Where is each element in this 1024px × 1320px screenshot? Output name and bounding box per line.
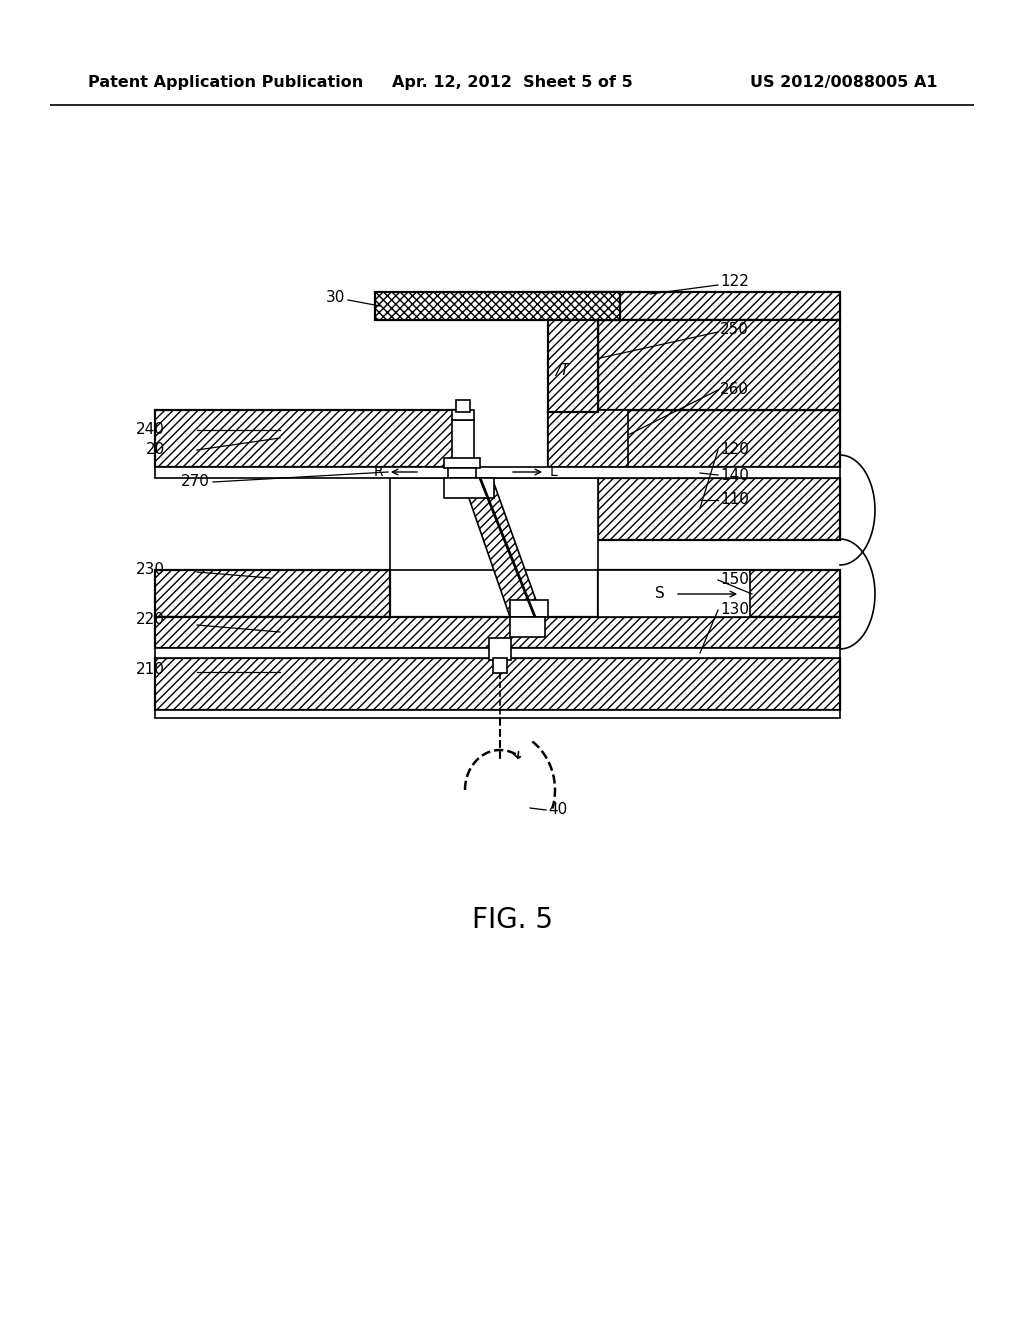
Bar [449, 469, 476, 478]
Text: 122: 122 [720, 275, 749, 289]
Text: L: L [550, 465, 558, 479]
Text: Apr. 12, 2012  Sheet 5 of 5: Apr. 12, 2012 Sheet 5 of 5 [391, 74, 633, 90]
Bar [548, 292, 840, 319]
Text: 220: 220 [136, 612, 165, 627]
Bar [510, 601, 548, 616]
Text: FIG. 5: FIG. 5 [471, 906, 553, 935]
Text: S: S [655, 586, 665, 602]
Bar [155, 570, 390, 616]
Bar [510, 616, 545, 638]
Text: 120: 120 [720, 442, 749, 458]
Bar [452, 420, 474, 459]
Bar [452, 411, 474, 420]
Bar [456, 400, 470, 412]
Bar [155, 411, 455, 467]
Text: 250: 250 [720, 322, 749, 338]
Text: 150: 150 [720, 573, 749, 587]
Text: 30: 30 [326, 290, 345, 305]
Bar [598, 570, 750, 616]
Bar [548, 411, 840, 467]
Text: 110: 110 [720, 492, 749, 507]
Text: 270: 270 [181, 474, 210, 490]
Bar [375, 292, 620, 319]
Bar [155, 616, 840, 648]
Text: 20: 20 [145, 442, 165, 458]
Bar [155, 657, 840, 710]
Text: US 2012/0088005 A1: US 2012/0088005 A1 [751, 74, 938, 90]
Bar [390, 478, 598, 570]
Text: 210: 210 [136, 663, 165, 677]
Bar [155, 467, 840, 478]
Polygon shape [462, 478, 542, 616]
Text: R: R [374, 465, 383, 479]
Bar [155, 710, 840, 718]
Bar [598, 570, 840, 616]
Bar [444, 478, 494, 498]
Text: /T: /T [555, 363, 569, 378]
Text: 40: 40 [548, 803, 567, 817]
Text: 240: 240 [136, 422, 165, 437]
Bar [155, 648, 840, 657]
Bar [598, 478, 840, 540]
Text: 230: 230 [136, 562, 165, 578]
Bar [493, 657, 507, 673]
Bar [548, 411, 628, 467]
Bar [548, 319, 598, 412]
Bar [444, 458, 480, 469]
Bar [598, 319, 840, 411]
Text: 260: 260 [720, 383, 749, 397]
Text: 130: 130 [720, 602, 749, 618]
Text: Patent Application Publication: Patent Application Publication [88, 74, 364, 90]
Bar [489, 638, 511, 660]
Text: 140: 140 [720, 467, 749, 483]
